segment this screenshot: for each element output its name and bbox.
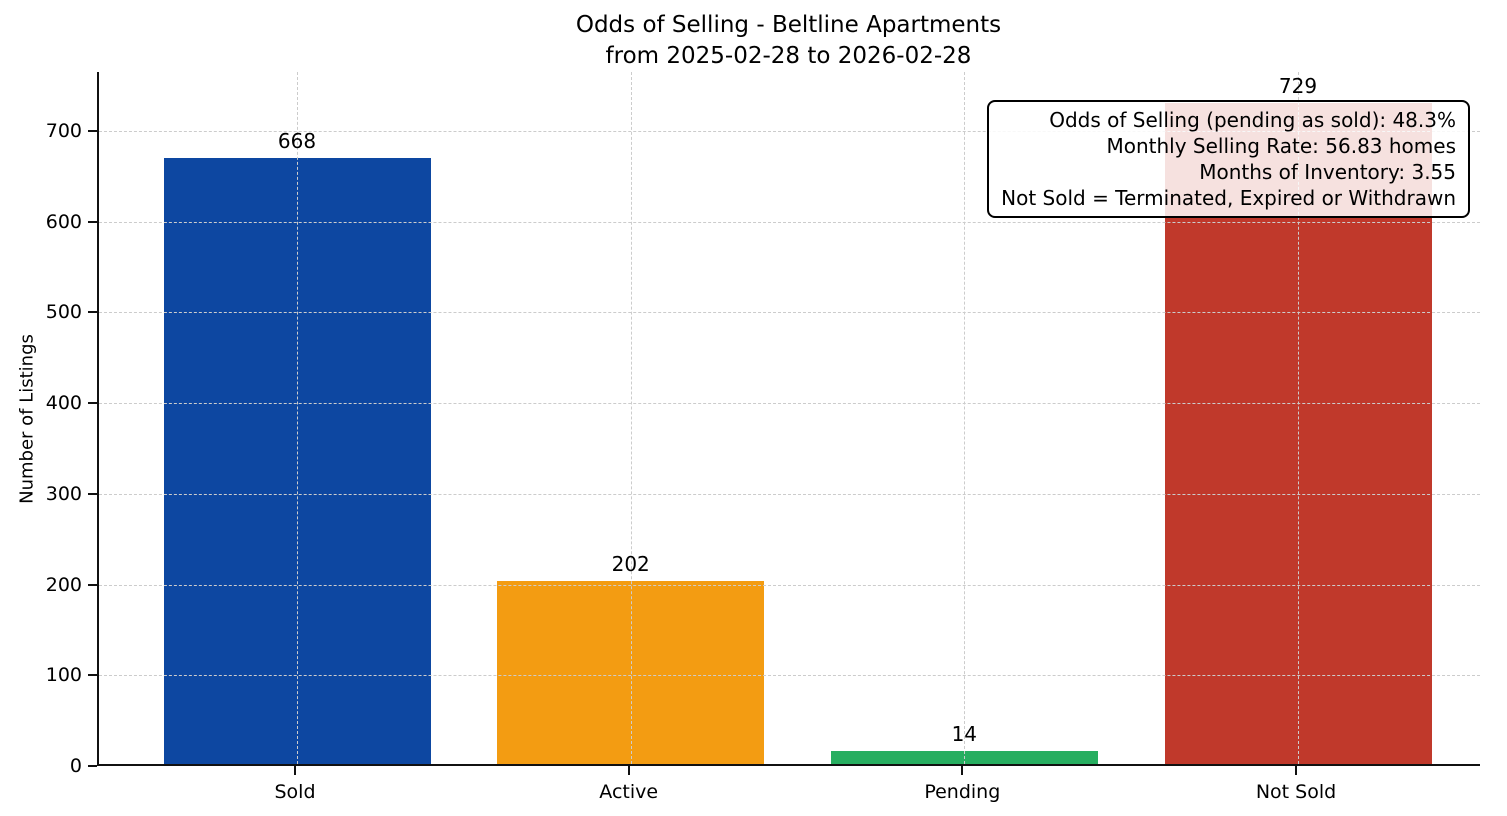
y-tick-mark — [88, 129, 97, 132]
grid-line-h — [99, 584, 1480, 586]
y-tick-label: 300 — [45, 482, 82, 505]
y-tick-mark — [88, 674, 97, 677]
y-tick-label: 100 — [45, 664, 82, 687]
y-tick-mark — [88, 220, 97, 223]
y-tick-mark — [88, 311, 97, 314]
y-tick-label: 200 — [45, 573, 82, 596]
annotation-line-months-inventory: Months of Inventory: 3.55 — [1199, 160, 1456, 184]
grid-line-h — [99, 312, 1480, 314]
plot-area: 668 202 14 729 — [97, 72, 1480, 766]
grid-line-v — [297, 72, 298, 764]
bar-value-label-active: 202 — [611, 551, 650, 576]
x-tick-mark — [294, 766, 296, 775]
x-tick-label: Pending — [924, 781, 1001, 803]
annotation-line-monthly-rate: Monthly Selling Rate: 56.83 homes — [1106, 134, 1456, 158]
x-tick-mark — [1295, 766, 1297, 775]
y-axis-label: Number of Listings — [16, 334, 38, 504]
grid-line-h — [99, 675, 1480, 677]
annotation-box: Odds of Selling (pending as sold): 48.3%… — [987, 100, 1470, 218]
bar-value-label-pending: 14 — [951, 722, 978, 747]
bar-value-label-sold: 668 — [277, 129, 317, 153]
grid-line-v — [964, 72, 966, 764]
grid-line-v — [630, 72, 632, 764]
y-tick-mark — [88, 583, 97, 586]
y-tick-label: 400 — [45, 392, 82, 415]
x-tick-label: Not Sold — [1255, 781, 1337, 803]
x-tick-mark — [961, 766, 964, 775]
y-tick-label: 0 — [69, 755, 82, 777]
y-tick-mark — [88, 765, 97, 767]
x-tick-label: Sold — [274, 781, 316, 803]
chart-title-line2: from 2025-02-28 to 2026-02-28 — [605, 43, 972, 69]
annotation-line-odds: Odds of Selling (pending as sold): 48.3% — [1049, 108, 1456, 132]
chart-title: Odds of Selling - Beltline Apartments fr… — [97, 10, 1480, 72]
y-tick-mark — [88, 402, 97, 405]
y-tick-label: 600 — [45, 210, 82, 233]
x-tick-label: Active — [599, 781, 659, 803]
y-tick-label: 700 — [45, 119, 82, 142]
grid-line-h — [99, 493, 1480, 495]
grid-line-h — [99, 130, 1480, 132]
chart-title-line1: Odds of Selling - Beltline Apartments — [575, 12, 1002, 38]
grid-line-h — [99, 403, 1480, 405]
grid-line-h — [99, 221, 1480, 223]
grid-line-v — [1298, 72, 1299, 764]
bar-value-label-not-sold: 729 — [1278, 73, 1318, 98]
y-tick-mark — [88, 492, 97, 495]
x-tick-mark — [627, 766, 630, 775]
annotation-line-not-sold-definition: Not Sold = Terminated, Expired or Withdr… — [1001, 186, 1456, 210]
y-tick-label: 500 — [45, 301, 82, 324]
